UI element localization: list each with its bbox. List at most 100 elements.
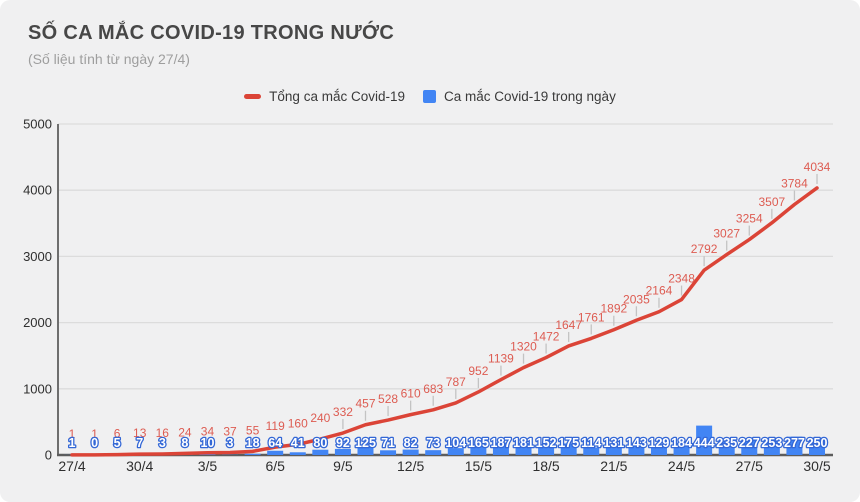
daily-bar[interactable] bbox=[538, 444, 555, 455]
daily-bar[interactable] bbox=[718, 439, 735, 455]
daily-bar[interactable] bbox=[312, 449, 329, 455]
y-axis-label: 0 bbox=[45, 448, 52, 463]
daily-bar[interactable] bbox=[583, 447, 600, 455]
daily-bar[interactable] bbox=[492, 442, 509, 455]
daily-bar-label: 82 bbox=[404, 436, 418, 450]
x-axis-label: 27/4 bbox=[58, 458, 85, 474]
cumulative-point-label: 1472 bbox=[533, 330, 560, 344]
daily-bar-label: 41 bbox=[291, 436, 305, 450]
daily-bar[interactable] bbox=[515, 443, 532, 455]
daily-bar-label: 253 bbox=[761, 436, 782, 450]
cumulative-point-label: 332 bbox=[333, 405, 353, 419]
daily-bar-label: 165 bbox=[468, 436, 489, 450]
legend-item-total[interactable]: Tổng ca mắc Covid-19 bbox=[244, 89, 405, 104]
daily-bar[interactable] bbox=[605, 446, 622, 455]
cumulative-point-label: 1647 bbox=[555, 318, 582, 332]
daily-bar[interactable] bbox=[628, 445, 645, 455]
daily-bar-label: 0 bbox=[91, 436, 98, 450]
daily-bar-label: 71 bbox=[381, 436, 395, 450]
cumulative-point-label: 2035 bbox=[623, 292, 650, 306]
cumulative-point-label: 24 bbox=[178, 425, 192, 439]
cumulative-point-label: 3784 bbox=[781, 176, 808, 190]
x-axis-label: 21/5 bbox=[600, 458, 627, 474]
daily-bar-label: 184 bbox=[671, 436, 692, 450]
daily-bar[interactable] bbox=[763, 438, 780, 455]
cumulative-point-label: 3254 bbox=[736, 212, 763, 226]
cumulative-point-label: 1 bbox=[69, 427, 76, 441]
x-axis-label: 27/5 bbox=[736, 458, 763, 474]
daily-bar-label: 18 bbox=[246, 436, 260, 450]
daily-bar-label: 131 bbox=[603, 436, 624, 450]
daily-bar[interactable] bbox=[696, 425, 713, 455]
x-axis-label: 3/5 bbox=[198, 458, 218, 474]
daily-bar-label: 444 bbox=[694, 436, 715, 450]
daily-bar[interactable] bbox=[380, 450, 397, 455]
legend-item-daily[interactable]: Ca mắc Covid-19 trong ngày bbox=[422, 88, 616, 104]
daily-bar[interactable] bbox=[357, 446, 374, 455]
daily-bar[interactable] bbox=[199, 454, 216, 455]
daily-bar-label: 187 bbox=[491, 436, 512, 450]
daily-bar-label: 10 bbox=[201, 436, 215, 450]
cumulative-point-label: 13 bbox=[133, 426, 147, 440]
x-axis-label: 30/5 bbox=[803, 458, 830, 474]
daily-bar-label: 104 bbox=[445, 436, 466, 450]
cumulative-point-label: 6 bbox=[114, 427, 121, 441]
daily-bar-label: 64 bbox=[268, 436, 282, 450]
daily-bar[interactable] bbox=[289, 452, 306, 455]
cumulative-point-label: 457 bbox=[355, 397, 375, 411]
daily-bar-label: 7 bbox=[136, 436, 143, 450]
x-axis-label: 18/5 bbox=[532, 458, 559, 474]
x-axis-label: 15/5 bbox=[465, 458, 492, 474]
cumulative-point-label: 160 bbox=[288, 416, 308, 430]
cumulative-point-label: 240 bbox=[310, 411, 330, 425]
daily-bar-label: 227 bbox=[739, 436, 760, 450]
y-axis-label: 4000 bbox=[23, 183, 52, 198]
cumulative-point-label: 119 bbox=[266, 419, 285, 433]
daily-bar-label: 235 bbox=[716, 436, 737, 450]
daily-bar[interactable] bbox=[560, 443, 577, 455]
cumulative-line[interactable] bbox=[70, 186, 819, 457]
daily-bar-label: 125 bbox=[355, 436, 376, 450]
daily-bar-label: 73 bbox=[426, 436, 440, 450]
daily-bar[interactable] bbox=[470, 444, 487, 455]
daily-bar[interactable] bbox=[650, 446, 667, 455]
daily-bar[interactable] bbox=[447, 448, 464, 455]
daily-bar-label: 5 bbox=[114, 436, 121, 450]
cumulative-point-label: 55 bbox=[246, 423, 260, 437]
daily-bar[interactable] bbox=[334, 448, 351, 455]
daily-bar-label: 8 bbox=[181, 436, 188, 450]
daily-bar-label: 80 bbox=[313, 436, 327, 450]
legend-label-daily: Ca mắc Covid-19 trong ngày bbox=[443, 88, 616, 104]
y-axis-label: 2000 bbox=[23, 315, 52, 330]
cumulative-point-label: 1 bbox=[91, 427, 98, 441]
daily-bar[interactable] bbox=[786, 436, 803, 455]
daily-bar[interactable] bbox=[809, 438, 826, 455]
cumulative-point-label: 3507 bbox=[759, 195, 786, 209]
daily-bar-label: 175 bbox=[558, 436, 579, 450]
daily-bar-label: 143 bbox=[626, 436, 647, 450]
cumulative-point-label: 1320 bbox=[510, 340, 537, 354]
page-title: SỐ CA MẮC COVID-19 TRONG NƯỚC bbox=[28, 22, 395, 44]
daily-bar[interactable] bbox=[402, 449, 419, 455]
daily-bar[interactable] bbox=[741, 439, 758, 455]
cumulative-point-label: 1761 bbox=[578, 310, 605, 324]
cumulative-point-label: 610 bbox=[401, 387, 421, 401]
x-axis-label: 6/5 bbox=[265, 458, 285, 474]
cumulative-point-label: 2792 bbox=[691, 242, 718, 256]
cumulative-point-label: 2348 bbox=[668, 272, 695, 286]
cumulative-point-label: 1139 bbox=[488, 352, 514, 366]
daily-bar-label: 250 bbox=[807, 436, 828, 450]
daily-bar[interactable] bbox=[267, 450, 284, 455]
daily-bar-label: 181 bbox=[513, 436, 534, 450]
daily-bar[interactable] bbox=[425, 450, 442, 455]
x-axis-label: 30/4 bbox=[126, 458, 153, 474]
cumulative-point-label: 528 bbox=[378, 392, 398, 406]
daily-bar[interactable] bbox=[244, 453, 261, 455]
daily-bar-label: 129 bbox=[649, 436, 670, 450]
daily-bar[interactable] bbox=[673, 442, 690, 455]
legend: Tổng ca mắc Covid-19 Ca mắc Covid-19 tro… bbox=[0, 87, 860, 105]
daily-bar-label: 114 bbox=[581, 436, 601, 450]
y-axis-label: 5000 bbox=[23, 117, 52, 132]
